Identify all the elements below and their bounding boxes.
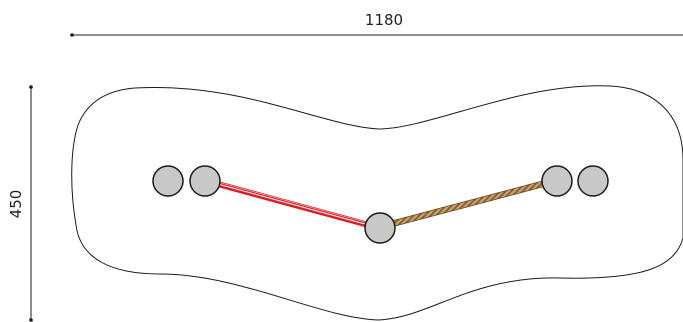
post-center xyxy=(364,212,396,244)
hemp-rope xyxy=(383,178,551,230)
height-dimension-endpoint-top xyxy=(29,85,33,89)
posts xyxy=(152,165,609,244)
post-left-outer xyxy=(152,165,184,197)
red-rope xyxy=(213,180,377,230)
width-dimension-endpoint xyxy=(70,33,74,37)
height-dimension: 450 xyxy=(7,85,33,322)
width-dimension: 1180 xyxy=(70,11,683,37)
post-right-inner xyxy=(541,165,573,197)
height-dimension-endpoint-bottom xyxy=(29,318,33,322)
post-left-inner xyxy=(189,165,221,197)
width-dimension-label: 1180 xyxy=(365,11,403,29)
safety-zone-outline xyxy=(71,85,683,321)
height-dimension-label: 450 xyxy=(7,190,25,219)
post-right-outer xyxy=(577,165,609,197)
